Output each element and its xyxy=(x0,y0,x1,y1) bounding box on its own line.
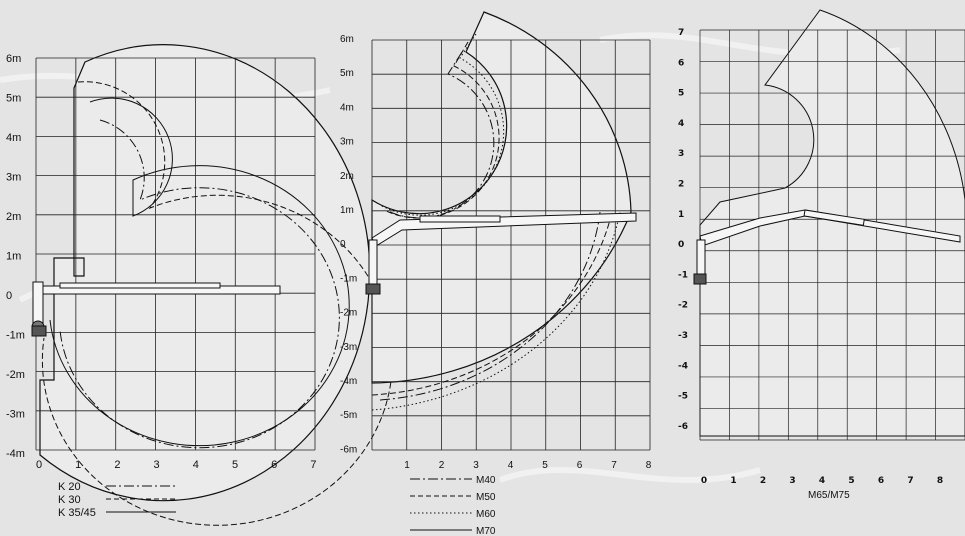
crane-boom xyxy=(365,212,637,295)
reach-curve-m50 xyxy=(371,41,613,396)
y-tick-label: -1m xyxy=(340,273,357,284)
legend-label: M70 xyxy=(476,526,496,536)
y-tick-label: -2 xyxy=(678,301,688,311)
x-axis-labels: 0 1 2 3 4 5 6 7 xyxy=(36,459,317,471)
y-tick-label: 4m xyxy=(340,102,354,113)
y-tick-label: 1m xyxy=(340,205,354,216)
legend-label: M40 xyxy=(476,475,496,486)
y-tick-label: 4m xyxy=(6,132,21,144)
diagram-m65-m75: 7 6 5 4 3 2 1 0 -1 -2 -3 -4 -5 -6 0 1 2 3 4 5 6 7 8 M65/M75 xyxy=(678,9,965,501)
x-tick-label: 2 xyxy=(114,459,120,471)
x-tick-label: 0 xyxy=(701,476,707,486)
x-tick-label: 6 xyxy=(577,460,583,471)
x-tick-label: 7 xyxy=(611,460,617,471)
y-tick-label: 3m xyxy=(340,137,354,148)
y-tick-label: -5m xyxy=(340,410,357,421)
y-tick-label: 1 xyxy=(678,210,684,220)
y-tick-label: 3m xyxy=(6,172,21,184)
x-tick-label: 5 xyxy=(848,476,854,486)
y-tick-label: 6m xyxy=(6,53,21,65)
y-tick-label: 2m xyxy=(340,171,354,182)
x-axis-labels: 1 2 3 4 5 6 7 8 xyxy=(404,460,652,471)
y-tick-label: -3m xyxy=(6,409,25,421)
x-tick-label: 8 xyxy=(937,476,943,486)
reach-curve-k35 xyxy=(49,97,350,447)
grid xyxy=(35,57,316,451)
y-axis-labels: 6m 5m 4m 3m 2m 1m 0 -1m -2m -3m -4m xyxy=(6,53,25,460)
y-tick-label: -2m xyxy=(6,369,25,381)
x-tick-label: 1 xyxy=(404,460,410,471)
x-tick-label: 8 xyxy=(646,460,652,471)
y-tick-label: 2 xyxy=(678,180,684,190)
legend-label: M60 xyxy=(476,509,496,520)
x-tick-label: 4 xyxy=(819,476,825,486)
grid xyxy=(699,29,965,441)
x-tick-label: 4 xyxy=(508,460,514,471)
y-tick-label: -4m xyxy=(6,448,25,460)
y-axis-labels: 7 6 5 4 3 2 1 0 -1 -2 -3 -4 -5 -6 xyxy=(678,28,688,432)
x-tick-label: 6 xyxy=(271,459,277,471)
y-tick-label: 6m xyxy=(340,34,354,45)
x-tick-label: 5 xyxy=(542,460,548,471)
y-tick-label: -6m xyxy=(340,444,357,455)
x-axis-labels: 0 1 2 3 4 5 6 7 8 xyxy=(701,476,943,486)
diagram-caption: M65/M75 xyxy=(808,490,850,501)
legend: K 20K 30K 35/45 xyxy=(58,481,176,519)
reach-curve-m60 xyxy=(379,33,505,216)
reach-curve-k20 xyxy=(59,119,340,449)
envelope-k35-outer xyxy=(39,44,371,502)
legend: M40 M50 M60 M70 xyxy=(410,475,496,536)
y-tick-label: 1m xyxy=(6,251,21,263)
x-tick-label: 1 xyxy=(730,476,736,486)
y-tick-label: 5 xyxy=(678,89,684,99)
x-tick-label: 3 xyxy=(473,460,479,471)
y-tick-label: 5m xyxy=(340,68,354,79)
crane-boom xyxy=(693,209,961,285)
y-tick-label: -6 xyxy=(678,422,688,432)
y-tick-label: 0 xyxy=(678,240,684,250)
grid xyxy=(371,39,651,451)
crane-boom xyxy=(31,281,281,337)
x-tick-label: 2 xyxy=(439,460,445,471)
y-tick-label: -5 xyxy=(678,392,688,402)
x-tick-label: 6 xyxy=(878,476,884,486)
y-tick-label: -4 xyxy=(678,361,688,371)
y-tick-label: 7 xyxy=(678,28,684,38)
x-tick-label: 1 xyxy=(75,459,81,471)
x-tick-label: 5 xyxy=(232,459,238,471)
envelope-m70-outer xyxy=(371,11,632,384)
y-tick-label: -4m xyxy=(340,376,357,387)
y-tick-label: 3 xyxy=(678,149,684,159)
envelope-m65-outer xyxy=(699,9,965,437)
x-tick-label: 7 xyxy=(310,459,316,471)
y-tick-label: -1 xyxy=(678,270,688,280)
y-tick-label: -3 xyxy=(678,331,688,341)
y-tick-label: -2m xyxy=(340,308,357,319)
legend-label: K 20 xyxy=(58,481,81,493)
legend-label: K 30 xyxy=(58,494,81,506)
legend-label: K 35/45 xyxy=(58,507,96,519)
y-tick-label: 0 xyxy=(6,290,12,302)
reach-curve-m60-lower xyxy=(371,211,621,411)
diagram-m-series: 6m 5m 4m 3m 2m 1m 0 -1m -2m -3m -4m -5m -6m 1 2 3 4 5 6 7 8… xyxy=(340,11,652,536)
y-tick-label: 2m xyxy=(6,211,21,223)
x-tick-label: 3 xyxy=(154,459,160,471)
y-tick-label: -1m xyxy=(6,330,25,342)
y-tick-label: 5m xyxy=(6,93,21,105)
y-tick-label: 6 xyxy=(678,58,684,68)
y-axis-labels: 6m 5m 4m 3m 2m 1m 0 -1m -2m -3m -4m -5m -6m xyxy=(340,34,357,455)
y-tick-label: 0 xyxy=(340,239,346,250)
x-tick-label: 0 xyxy=(36,459,42,471)
y-tick-label: -3m xyxy=(340,342,357,353)
y-tick-label: 4 xyxy=(678,119,684,129)
x-tick-label: 2 xyxy=(760,476,766,486)
x-tick-label: 7 xyxy=(907,476,913,486)
x-tick-label: 3 xyxy=(789,476,795,486)
legend-label: M50 xyxy=(476,492,496,503)
x-tick-label: 4 xyxy=(193,459,199,471)
